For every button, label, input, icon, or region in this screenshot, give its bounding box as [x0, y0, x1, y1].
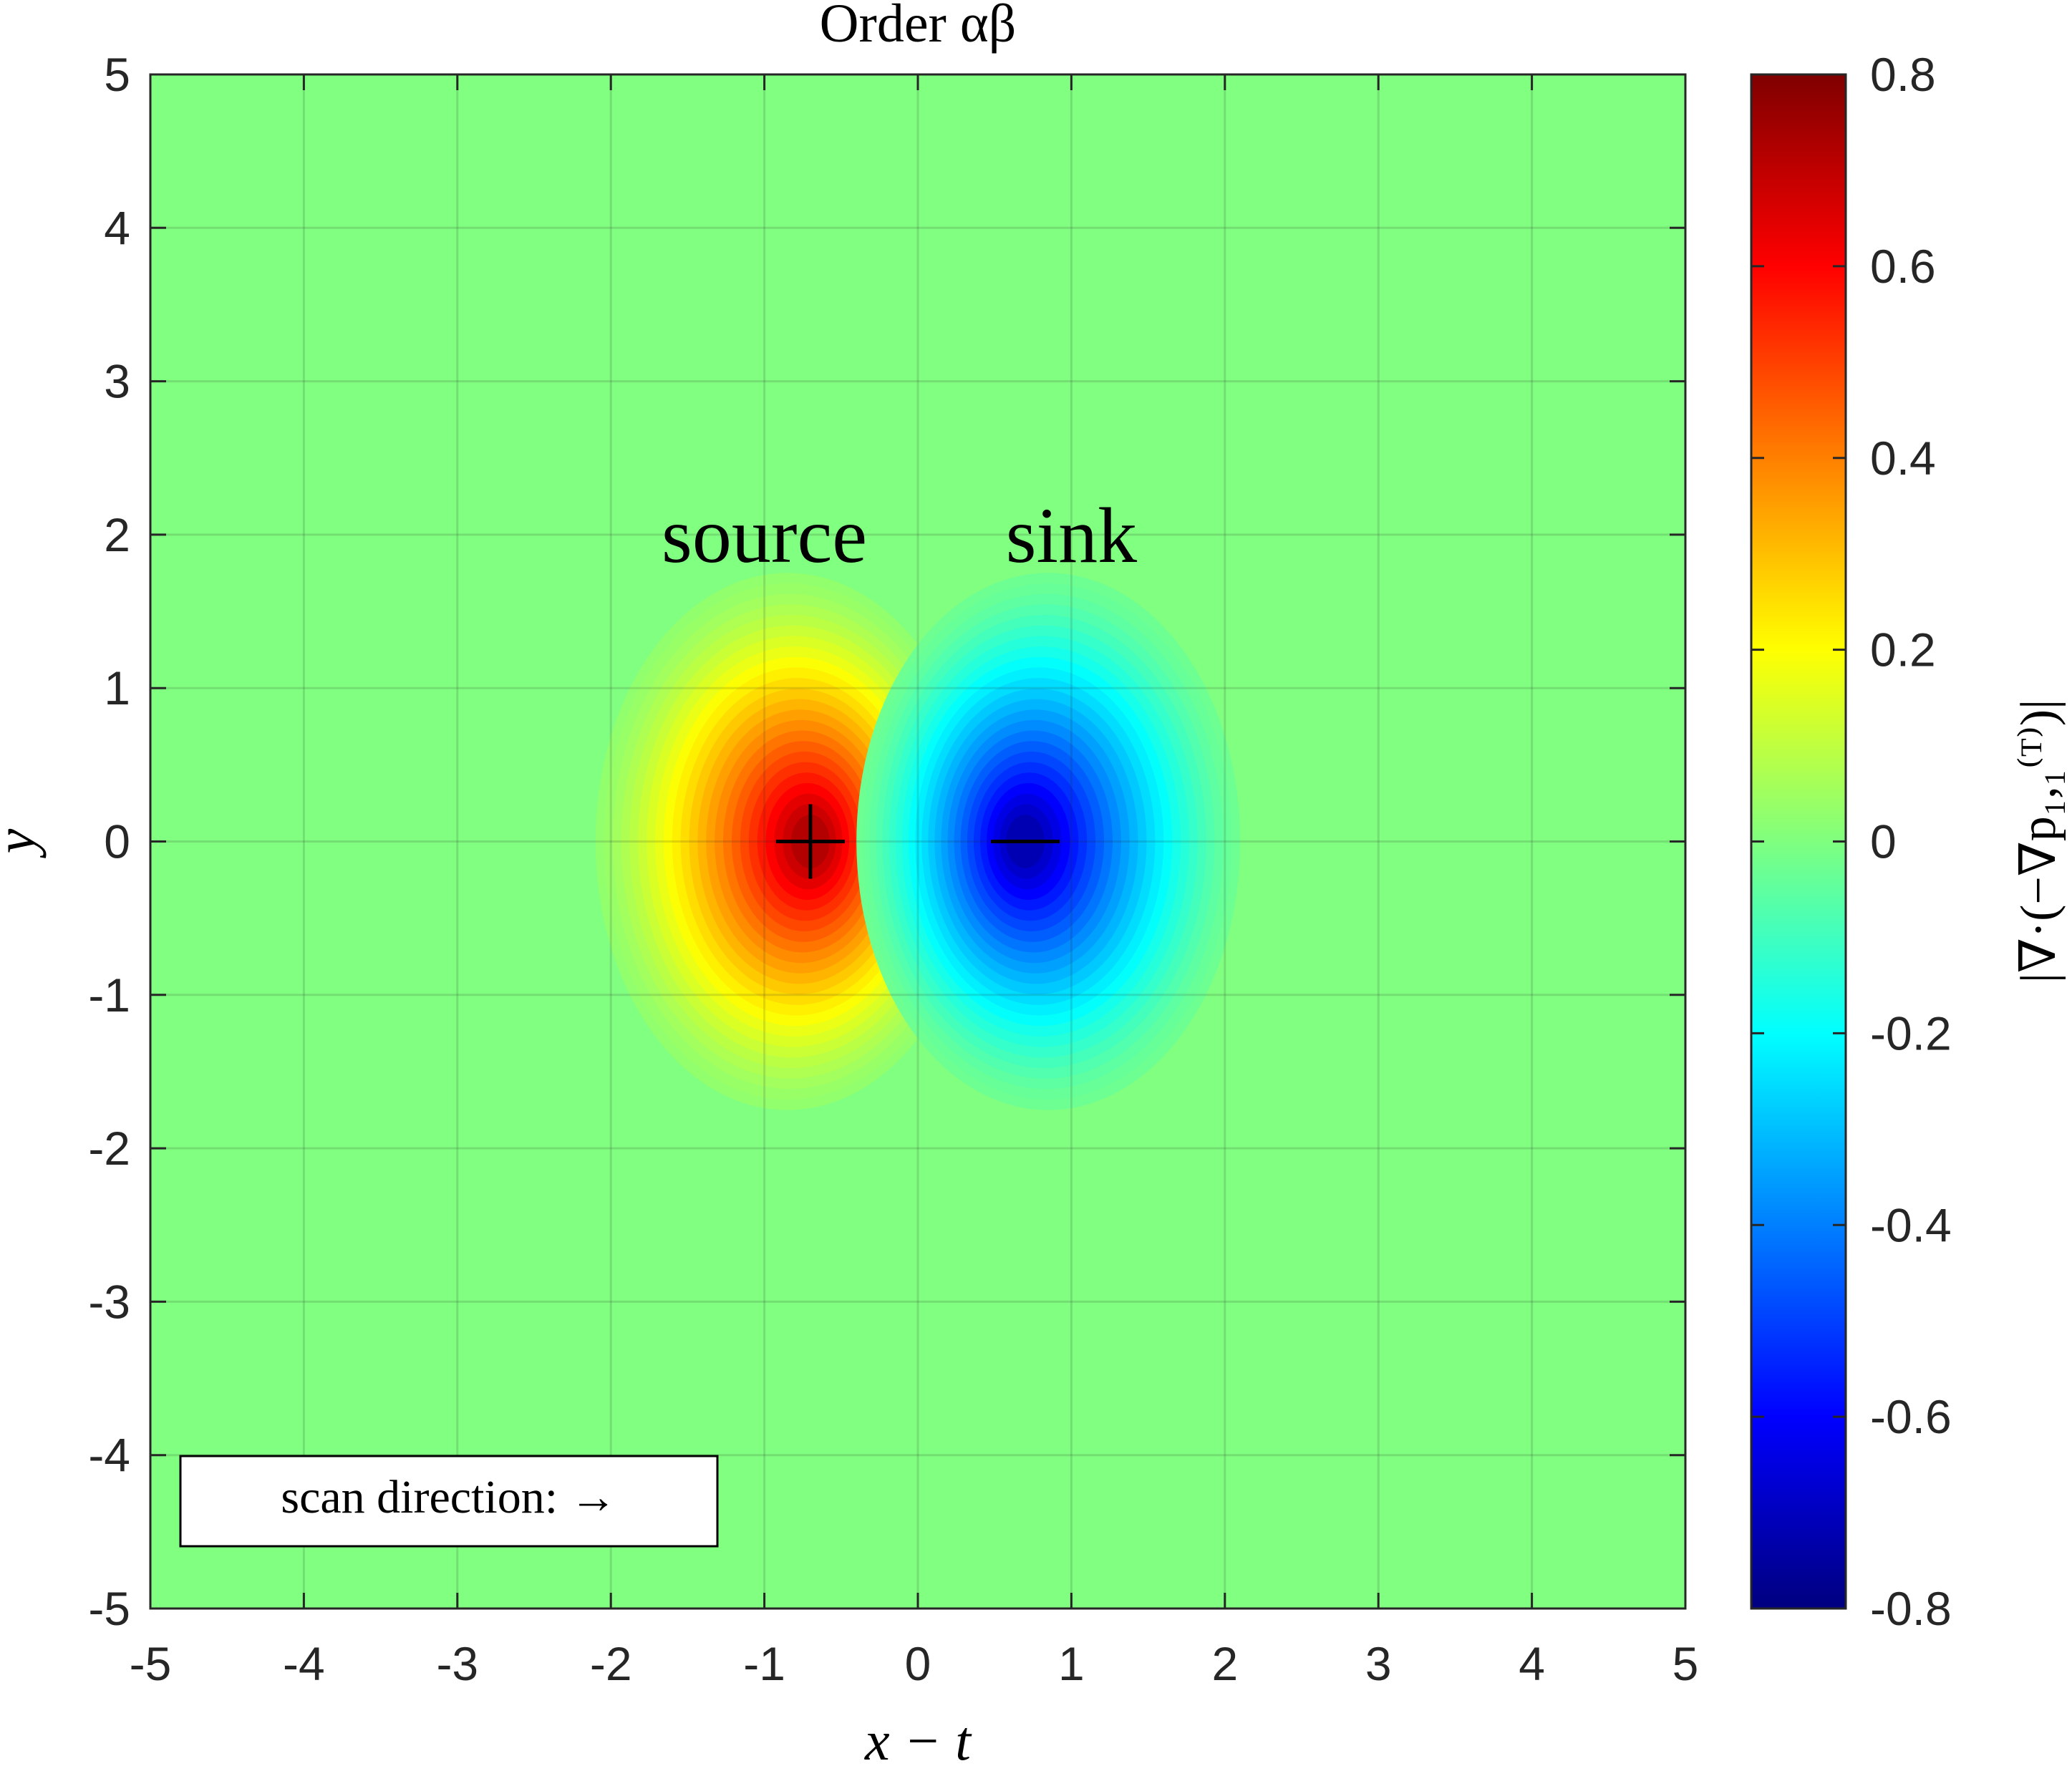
scan-direction-box: scan direction: → — [179, 1455, 719, 1548]
x-tick-labels: -5 -4 -3 -2 -1 0 1 2 3 4 5 — [130, 1637, 1699, 1690]
x-tick-label-3: -2 — [590, 1637, 632, 1690]
plot-area — [149, 73, 1687, 1610]
colorbar-tick-labels: -0.8 -0.6 -0.4 -0.2 0 0.2 0.4 0.6 0.8 — [1870, 48, 1952, 1635]
scan-direction-text: scan direction: → — [281, 1471, 616, 1523]
colorbar-tick-label-4: 0 — [1870, 815, 1897, 868]
colorbar-tick-label-2: -0.4 — [1870, 1198, 1952, 1251]
x-tick-label-4: -1 — [743, 1637, 785, 1690]
colorbar-tick-label-3: -0.2 — [1870, 1006, 1952, 1059]
scan-direction-frame — [179, 1455, 719, 1548]
x-tick-label-5: 0 — [905, 1637, 931, 1690]
plus-marker — [775, 804, 845, 879]
x-axis-label: x − t — [864, 1709, 972, 1766]
y-tick-label-5: 0 — [104, 815, 130, 868]
x-tick-label-6: 1 — [1058, 1637, 1085, 1690]
chart-title: Order αβ — [820, 0, 1017, 54]
colorbar-tick-label-6: 0.4 — [1870, 432, 1936, 485]
y-tick-label-10: 5 — [104, 48, 130, 101]
x-tick-label-0: -5 — [130, 1637, 172, 1690]
y-tick-label-7: 2 — [104, 508, 130, 561]
x-tick-label-1: -4 — [283, 1637, 325, 1690]
plot-frame — [149, 73, 1687, 1610]
y-tick-label-3: -2 — [88, 1122, 130, 1175]
x-tick-label-2: -3 — [436, 1637, 478, 1690]
y-tick-label-2: -3 — [88, 1275, 130, 1328]
colorbar-ramp — [1751, 74, 1846, 1609]
y-axis-label: y — [0, 828, 47, 858]
sink-label: sink — [1006, 492, 1137, 579]
grid-lines — [150, 74, 1685, 1609]
colorbar-tick-label-5: 0.2 — [1870, 624, 1936, 676]
x-tick-label-8: 3 — [1365, 1637, 1392, 1690]
y-tick-label-9: 4 — [104, 201, 130, 254]
y-tick-label-8: 3 — [104, 355, 130, 408]
colorbar-frame — [1750, 73, 1847, 1610]
colorbar-tick-label-8: 0.8 — [1870, 48, 1936, 101]
y-tick-label-4: -1 — [88, 969, 130, 1022]
x-tick-label-10: 5 — [1672, 1637, 1699, 1690]
annotations: source sink — [662, 492, 1137, 879]
x-tick-label-9: 4 — [1519, 1637, 1545, 1690]
source-label: source — [662, 492, 867, 579]
colorbar-label: |∇·(−∇p₁,₁⁽ᵀ⁾)| — [2011, 699, 2066, 983]
x-tick-label-7: 2 — [1211, 1637, 1238, 1690]
y-tick-label-1: -4 — [88, 1429, 130, 1482]
colorbar-tick-label-1: -0.6 — [1870, 1390, 1952, 1443]
colorbar-tick-label-7: 0.6 — [1870, 240, 1936, 293]
y-tick-label-6: 1 — [104, 661, 130, 714]
y-tick-labels: -5 -4 -3 -2 -1 0 1 2 3 4 5 — [88, 48, 130, 1635]
colorbar-tick-label-0: -0.8 — [1870, 1582, 1952, 1635]
y-tick-label-0: -5 — [88, 1582, 130, 1635]
colorbar: -0.8 -0.6 -0.4 -0.2 0 0.2 0.4 0.6 0.8 |∇·(−∇p₁,₁… — [1750, 48, 2066, 1635]
